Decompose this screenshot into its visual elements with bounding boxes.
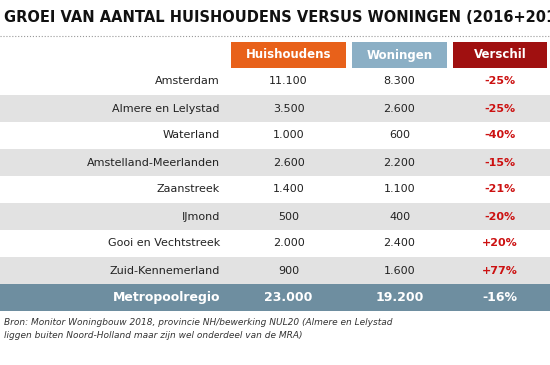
Text: Metropoolregio: Metropoolregio <box>113 291 220 304</box>
Text: 600: 600 <box>389 131 410 141</box>
Bar <box>231 42 346 68</box>
Text: Huishoudens: Huishoudens <box>246 49 331 61</box>
Text: 500: 500 <box>278 211 299 222</box>
Text: 2.600: 2.600 <box>384 104 415 114</box>
Bar <box>0 122 550 149</box>
Text: Verschil: Verschil <box>474 49 526 61</box>
Text: Amstelland-Meerlanden: Amstelland-Meerlanden <box>87 158 220 168</box>
Text: 11.100: 11.100 <box>269 77 308 87</box>
Text: Waterland: Waterland <box>163 131 220 141</box>
Text: Zaanstreek: Zaanstreek <box>157 184 220 195</box>
Text: Bron: Monitor Woningbouw 2018, provincie NH/bewerking NUL20 (Almere en Lelystad: Bron: Monitor Woningbouw 2018, provincie… <box>4 318 393 327</box>
Text: 900: 900 <box>278 265 299 276</box>
Bar <box>352 42 447 68</box>
Text: 1.400: 1.400 <box>273 184 304 195</box>
Bar <box>453 42 547 68</box>
Text: IJmond: IJmond <box>182 211 220 222</box>
Text: +20%: +20% <box>482 238 518 249</box>
Text: 1.100: 1.100 <box>384 184 415 195</box>
Text: -40%: -40% <box>485 131 516 141</box>
Text: Almere en Lelystad: Almere en Lelystad <box>113 104 220 114</box>
Text: Zuid-Kennemerland: Zuid-Kennemerland <box>109 265 220 276</box>
Text: -25%: -25% <box>485 77 515 87</box>
Text: Woningen: Woningen <box>366 49 432 61</box>
Bar <box>0 176 550 203</box>
Bar <box>0 284 550 311</box>
Text: liggen buiten Noord-Holland maar zijn wel onderdeel van de MRA): liggen buiten Noord-Holland maar zijn we… <box>4 331 303 340</box>
Bar <box>0 2 550 33</box>
Bar <box>0 149 550 176</box>
Bar <box>0 95 550 122</box>
Text: 3.500: 3.500 <box>273 104 304 114</box>
Text: 1.600: 1.600 <box>384 265 415 276</box>
Bar <box>0 203 550 230</box>
Bar <box>0 68 550 95</box>
Text: Gooi en Vechtstreek: Gooi en Vechtstreek <box>108 238 220 249</box>
Text: 1.000: 1.000 <box>273 131 304 141</box>
Text: Amsterdam: Amsterdam <box>155 77 220 87</box>
Text: 2.400: 2.400 <box>383 238 415 249</box>
Text: +77%: +77% <box>482 265 518 276</box>
Text: -25%: -25% <box>485 104 515 114</box>
Bar <box>0 257 550 284</box>
Text: 2.600: 2.600 <box>273 158 304 168</box>
Text: 2.000: 2.000 <box>273 238 304 249</box>
Text: -20%: -20% <box>485 211 515 222</box>
Text: 23.000: 23.000 <box>265 291 313 304</box>
Text: -16%: -16% <box>482 291 518 304</box>
Text: 8.300: 8.300 <box>384 77 415 87</box>
Text: 400: 400 <box>389 211 410 222</box>
Text: 19.200: 19.200 <box>375 291 424 304</box>
Text: -15%: -15% <box>485 158 515 168</box>
Text: 2.200: 2.200 <box>383 158 415 168</box>
Text: -21%: -21% <box>485 184 516 195</box>
Text: GROEI VAN AANTAL HUISHOUDENS VERSUS WONINGEN (2016+2017): GROEI VAN AANTAL HUISHOUDENS VERSUS WONI… <box>4 10 550 25</box>
Bar <box>0 230 550 257</box>
